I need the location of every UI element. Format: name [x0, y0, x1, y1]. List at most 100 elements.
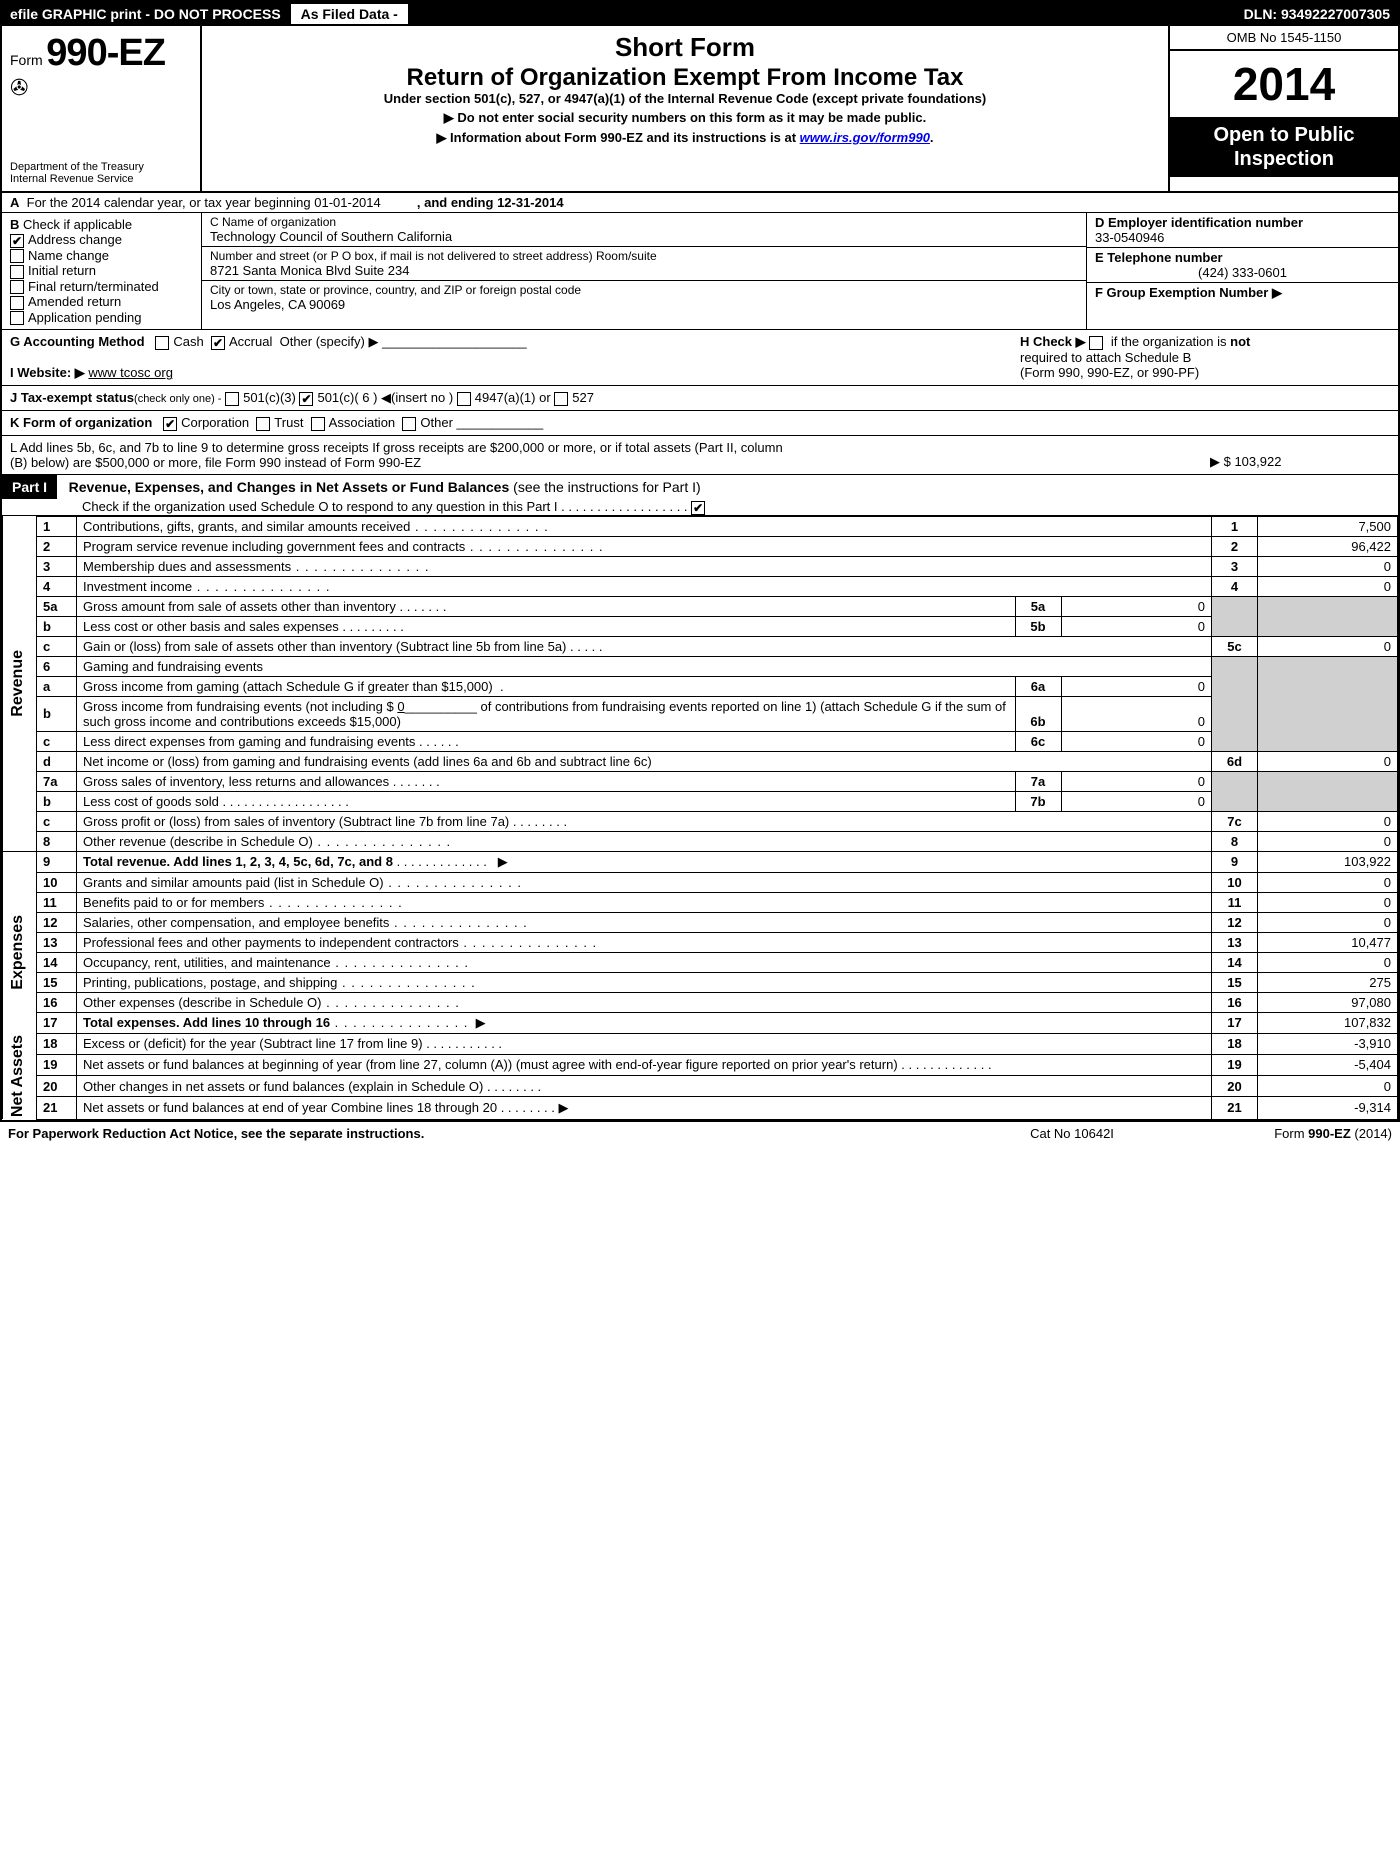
treasury-dept: Department of the Treasury [10, 161, 192, 173]
city-label: City or town, state or province, country… [210, 283, 1078, 297]
top-bar: efile GRAPHIC print - DO NOT PROCESS As … [2, 2, 1398, 26]
lines-g-through-l: G Accounting Method Cash Accrual Other (… [2, 330, 1398, 475]
line-8-val: 0 [1258, 831, 1398, 851]
line-14-val: 0 [1258, 952, 1398, 972]
cat-number: Cat No 10642I [972, 1126, 1172, 1141]
irs-label: Internal Revenue Service [10, 173, 192, 185]
gross-receipts: ▶ $ 103,922 [1210, 454, 1390, 470]
part-1-label: Part I [2, 475, 57, 499]
chk-schedule-o[interactable] [691, 501, 705, 515]
form-title-block: Short Form Return of Organization Exempt… [202, 26, 1168, 191]
revenue-side-label: Revenue [9, 650, 27, 717]
short-form-label: Short Form [212, 32, 1158, 63]
org-name-label: C Name of organization [210, 215, 1078, 229]
paperwork-notice: For Paperwork Reduction Act Notice, see … [8, 1126, 972, 1141]
line-j: J Tax-exempt status(check only one) - 50… [2, 386, 1398, 411]
line-g-h: G Accounting Method Cash Accrual Other (… [2, 330, 1398, 386]
chk-application-pending[interactable] [10, 311, 24, 325]
line-1-val: 7,500 [1258, 516, 1398, 536]
column-c-org-info: C Name of organization Technology Counci… [202, 213, 1086, 329]
dln-number: DLN: 93492227007305 [700, 6, 1390, 22]
chk-4947a1[interactable] [457, 392, 471, 406]
form-number: 990-EZ [46, 32, 165, 74]
form-prefix: Form [10, 52, 43, 68]
row-a-tax-year: A For the 2014 calendar year, or tax yea… [2, 193, 1398, 213]
chk-corporation[interactable] [163, 417, 177, 431]
as-filed-label: As Filed Data - [291, 4, 408, 24]
chk-501c3[interactable] [225, 392, 239, 406]
line-h: H Check ▶ if the organization is not req… [1010, 334, 1390, 381]
under-section-text: Under section 501(c), 527, or 4947(a)(1)… [212, 91, 1158, 106]
line-7c-val: 0 [1258, 811, 1398, 831]
org-name: Technology Council of Southern Californi… [210, 229, 1078, 244]
chk-other-org[interactable] [402, 417, 416, 431]
chk-501c[interactable] [299, 392, 313, 406]
line-5a-val: 0 [1061, 597, 1211, 616]
header-right-block: OMB No 1545-1150 2014 Open to Public Ins… [1168, 26, 1398, 191]
line-4-val: 0 [1258, 576, 1398, 596]
chk-cash[interactable] [155, 336, 169, 350]
chk-address-change[interactable] [10, 234, 24, 248]
line-13-val: 10,477 [1258, 932, 1398, 952]
part-1-table: Revenue 1Contributions, gifts, grants, a… [2, 516, 1398, 1120]
line-7a-val: 0 [1061, 772, 1211, 791]
line-2-val: 96,422 [1258, 536, 1398, 556]
line-5b-val: 0 [1061, 617, 1211, 636]
line-21-val: -9,314 [1258, 1097, 1398, 1119]
return-title: Return of Organization Exempt From Incom… [212, 65, 1158, 91]
line-6b-val: 0 [1061, 697, 1211, 731]
info-link-line: ▶ Information about Form 990-EZ and its … [212, 130, 1158, 146]
line-6d-val: 0 [1258, 751, 1398, 771]
chk-amended-return[interactable] [10, 296, 24, 310]
ssn-warning: ▶ Do not enter social security numbers o… [212, 110, 1158, 126]
street-label: Number and street (or P O box, if mail i… [210, 249, 1078, 263]
street-address: 8721 Santa Monica Blvd Suite 234 [210, 263, 1078, 278]
line-15-val: 275 [1258, 972, 1398, 992]
tax-year: 2014 [1170, 51, 1398, 117]
chk-trust[interactable] [256, 417, 270, 431]
ein-label: D Employer identification number [1095, 215, 1303, 230]
irs-link[interactable]: www.irs.gov/form990 [800, 130, 930, 145]
chk-name-change[interactable] [10, 249, 24, 263]
efile-notice: efile GRAPHIC print - DO NOT PROCESS As … [10, 6, 700, 22]
form-footer-id: Form 990-EZ (2014) [1172, 1126, 1392, 1141]
line-7b-val: 0 [1061, 792, 1211, 811]
form-990ez-page: efile GRAPHIC print - DO NOT PROCESS As … [0, 0, 1400, 1122]
net-assets-side-label: Net Assets [9, 1035, 27, 1117]
open-to-public: Open to Public Inspection [1170, 117, 1398, 177]
line-9-val: 103,922 [1258, 851, 1398, 872]
line-k: K Form of organization Corporation Trust… [2, 411, 1398, 436]
form-header: Form 990-EZ ✇ Department of the Treasury… [2, 26, 1398, 193]
line-6a-val: 0 [1061, 677, 1211, 696]
line-3-val: 0 [1258, 556, 1398, 576]
line-11-val: 0 [1258, 892, 1398, 912]
phone-value: (424) 333-0601 [1095, 265, 1390, 280]
expenses-side-label: Expenses [9, 915, 27, 990]
line-10-val: 0 [1258, 872, 1398, 892]
chk-final-return[interactable] [10, 280, 24, 294]
chk-527[interactable] [554, 392, 568, 406]
phone-label: E Telephone number [1095, 250, 1223, 265]
ein-value: 33-0540946 [1095, 230, 1164, 245]
chk-accrual[interactable] [211, 336, 225, 350]
group-exemption-label: F Group Exemption Number ▶ [1095, 285, 1282, 300]
form-identifier: Form 990-EZ ✇ Department of the Treasury… [2, 26, 202, 191]
line-17-val: 107,832 [1258, 1012, 1398, 1033]
line-l: L Add lines 5b, 6c, and 7b to line 9 to … [2, 436, 1398, 475]
chk-schedule-b[interactable] [1089, 336, 1103, 350]
line-5c-val: 0 [1258, 636, 1398, 656]
omb-number: OMB No 1545-1150 [1170, 26, 1398, 51]
column-b-checkboxes: B Check if applicable Address change Nam… [2, 213, 202, 329]
line-18-val: -3,910 [1258, 1033, 1398, 1054]
website-value: www tcosc org [88, 365, 173, 380]
chk-association[interactable] [311, 417, 325, 431]
line-19-val: -5,404 [1258, 1054, 1398, 1075]
column-def: D Employer identification number 33-0540… [1086, 213, 1398, 329]
line-16-val: 97,080 [1258, 992, 1398, 1012]
city-state-zip: Los Angeles, CA 90069 [210, 297, 1078, 312]
chk-initial-return[interactable] [10, 265, 24, 279]
part-1-schedule-o-note: Check if the organization used Schedule … [2, 499, 705, 514]
page-footer: For Paperwork Reduction Act Notice, see … [0, 1122, 1400, 1145]
part-1-header: Part I Revenue, Expenses, and Changes in… [2, 475, 1398, 516]
line-6c-val: 0 [1061, 732, 1211, 751]
